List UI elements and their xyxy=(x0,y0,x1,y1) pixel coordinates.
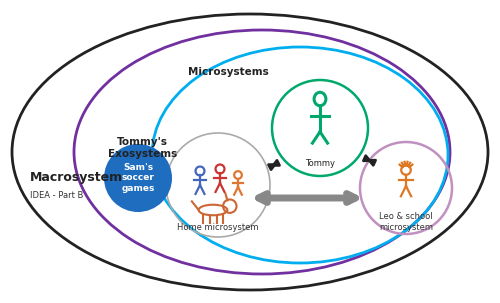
Text: IDEA - Part B: IDEA - Part B xyxy=(30,191,84,199)
Text: Sam's
soccer
games: Sam's soccer games xyxy=(122,163,154,193)
Text: Macrosystem: Macrosystem xyxy=(30,171,123,185)
Text: Tommy's
Exosystems: Tommy's Exosystems xyxy=(108,137,177,159)
Circle shape xyxy=(104,144,172,212)
Text: Microsystems: Microsystems xyxy=(188,67,269,77)
Text: Leo & school
microsystem: Leo & school microsystem xyxy=(379,212,433,232)
Text: Tommy: Tommy xyxy=(305,159,335,168)
Text: Home microsystem: Home microsystem xyxy=(177,224,259,232)
